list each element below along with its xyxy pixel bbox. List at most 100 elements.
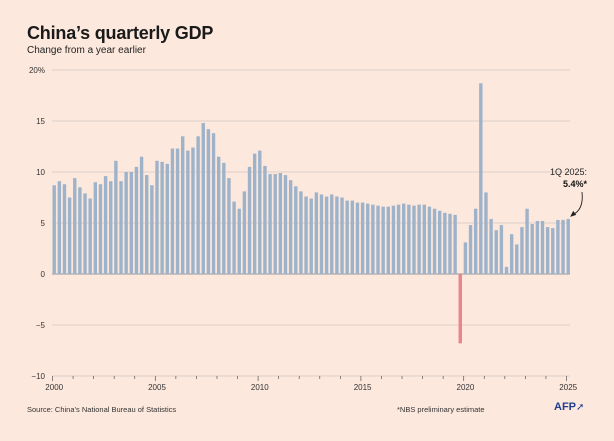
bar xyxy=(499,225,504,274)
bar xyxy=(391,205,396,274)
bar xyxy=(73,178,77,274)
x-tick-label: 2025 xyxy=(559,383,577,392)
bar xyxy=(366,203,370,274)
bar xyxy=(83,193,87,274)
bar xyxy=(67,197,72,274)
bar xyxy=(181,136,185,274)
bar xyxy=(278,173,283,274)
bar xyxy=(227,178,231,274)
logo-arrow-icon: ➚ xyxy=(576,402,585,413)
x-tick-label: 2005 xyxy=(148,383,166,392)
annotation-arrow-line xyxy=(572,191,583,216)
bar xyxy=(222,162,226,274)
afp-logo: AFP➚ xyxy=(554,401,584,413)
bar xyxy=(139,156,144,274)
bar xyxy=(345,200,349,274)
bar xyxy=(355,202,360,274)
bar xyxy=(556,219,560,274)
bar xyxy=(479,83,483,274)
bar xyxy=(494,230,498,274)
bar xyxy=(216,156,221,274)
bar xyxy=(145,175,149,274)
bar xyxy=(561,219,565,274)
bar xyxy=(150,185,154,274)
bar xyxy=(62,184,67,274)
bar xyxy=(432,208,437,274)
bar xyxy=(371,204,375,274)
bar xyxy=(93,182,98,274)
bar xyxy=(443,212,447,274)
bar xyxy=(330,194,334,274)
bar xyxy=(283,175,288,274)
bar xyxy=(263,165,267,274)
bar xyxy=(402,203,406,274)
bar xyxy=(509,234,514,274)
bar xyxy=(98,184,103,274)
x-tick-label: 2020 xyxy=(457,383,475,392)
bar xyxy=(473,208,478,274)
bar xyxy=(314,192,319,274)
bar xyxy=(458,274,462,344)
bar xyxy=(258,150,262,274)
bar xyxy=(427,206,432,274)
x-tick-label: 2015 xyxy=(354,383,372,392)
bar xyxy=(304,196,308,274)
bar xyxy=(540,220,545,274)
bar xyxy=(530,224,534,274)
bar xyxy=(273,174,277,274)
bar xyxy=(324,196,329,274)
x-tick-label: 2010 xyxy=(251,383,269,392)
bar xyxy=(412,205,416,274)
bar xyxy=(535,220,540,274)
annotation-value: 5.4%* xyxy=(563,179,588,189)
bar xyxy=(453,214,457,274)
bar xyxy=(242,191,247,274)
bar xyxy=(294,186,298,274)
bar xyxy=(566,218,570,274)
bar xyxy=(381,206,385,274)
bar xyxy=(350,200,355,274)
chart-subtitle: Change from a year earlier xyxy=(27,45,146,56)
bar xyxy=(396,204,401,274)
bar xyxy=(340,197,344,274)
annotation-label: 1Q 2025: xyxy=(550,167,587,177)
bar xyxy=(468,225,473,274)
bar xyxy=(438,210,442,274)
y-tick-label: −5 xyxy=(36,321,46,330)
bar xyxy=(515,244,519,274)
bar xyxy=(422,204,426,274)
bar xyxy=(186,150,190,274)
bar xyxy=(376,205,380,274)
x-tick-label: 2000 xyxy=(45,383,63,392)
bar xyxy=(237,208,241,274)
bar xyxy=(448,213,452,274)
bar xyxy=(386,206,390,274)
bar xyxy=(360,202,365,274)
footnote: *NBS preliminary estimate xyxy=(397,405,485,414)
y-tick-label: 20% xyxy=(29,66,45,75)
bar xyxy=(463,242,468,274)
bar xyxy=(247,166,252,274)
bar xyxy=(417,204,421,274)
bar xyxy=(196,136,200,274)
bar xyxy=(124,172,128,274)
bar xyxy=(407,204,411,274)
bar xyxy=(160,161,164,274)
bar xyxy=(170,148,175,274)
bar xyxy=(335,196,339,274)
y-tick-label: 5 xyxy=(41,219,46,228)
bar xyxy=(319,194,324,274)
y-tick-label: 15 xyxy=(36,117,45,126)
bar xyxy=(129,172,133,274)
y-tick-label: −10 xyxy=(31,372,45,381)
bar xyxy=(109,181,113,274)
bar xyxy=(309,198,313,274)
bar xyxy=(232,201,236,274)
bar xyxy=(520,227,524,274)
bar xyxy=(299,191,303,274)
bar xyxy=(134,166,139,274)
bar xyxy=(78,187,82,274)
bar xyxy=(504,266,509,274)
bar xyxy=(191,147,195,274)
